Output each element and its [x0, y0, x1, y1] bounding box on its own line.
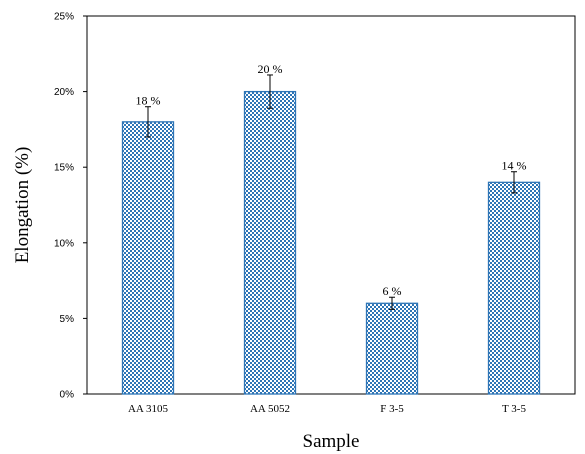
- bar: [121, 121, 175, 395]
- bar: [243, 90, 297, 395]
- bars: 18 % 20 % 6 % 14 %: [121, 62, 541, 395]
- bar: [487, 181, 541, 395]
- x-axis-title: Sample: [303, 431, 360, 452]
- x-axis-ticks: AA 3105 AA 5052 F 3-5 T 3-5: [128, 403, 526, 415]
- y-tick-label: 15%: [54, 163, 74, 174]
- y-axis-ticks: 0% 5% 10% 15% 20% 25%: [54, 12, 87, 401]
- plot-frame: [86, 15, 576, 395]
- y-axis-title: Elongation (%): [12, 147, 33, 264]
- data-label: 6 %: [383, 284, 402, 298]
- y-tick-label: 20%: [54, 87, 74, 98]
- y-tick-label: 5%: [60, 314, 75, 325]
- data-label: 20 %: [258, 62, 283, 76]
- x-tick-label: T 3-5: [502, 403, 526, 415]
- x-tick-label: AA 5052: [250, 403, 290, 415]
- data-label: 14 %: [502, 159, 527, 173]
- x-tick-label: F 3-5: [380, 403, 404, 415]
- data-label: 18 %: [136, 94, 161, 108]
- y-tick-label: 0%: [60, 390, 75, 401]
- y-tick-label: 10%: [54, 238, 74, 249]
- y-tick-label: 25%: [54, 12, 74, 23]
- bar: [365, 302, 419, 395]
- x-tick-label: AA 3105: [128, 403, 169, 415]
